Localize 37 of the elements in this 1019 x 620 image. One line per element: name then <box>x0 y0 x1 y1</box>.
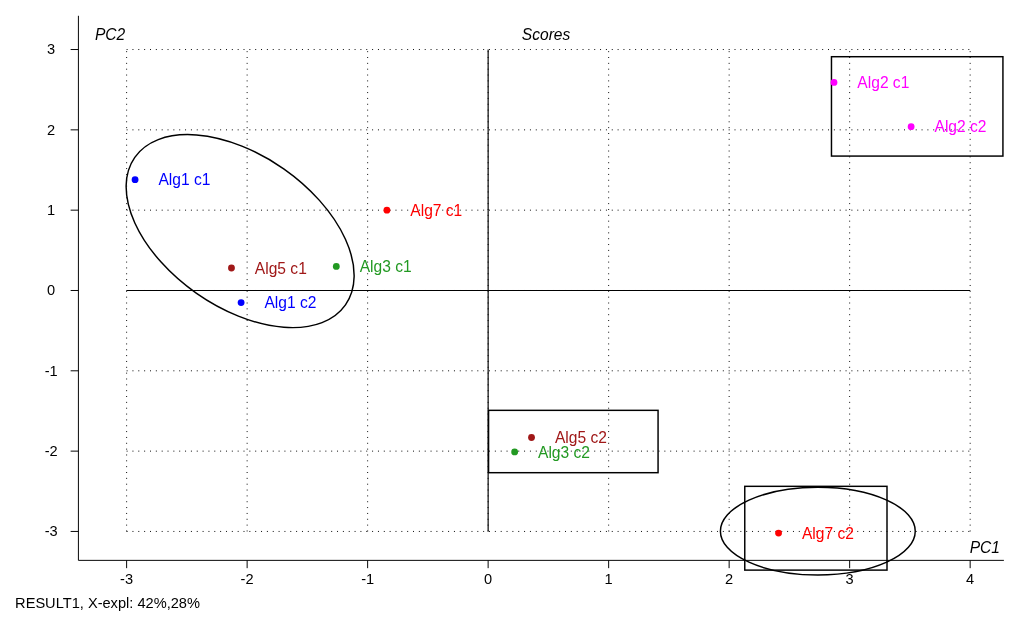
x-tick-label: -3 <box>120 570 134 587</box>
point <box>383 206 391 214</box>
annotation: Alg1 c2 <box>264 294 317 312</box>
y-tick-label: -3 <box>44 523 58 540</box>
point <box>907 123 915 131</box>
text: RESULT1, X-expl: 42%,28% <box>15 595 200 612</box>
annotation: Alg2 c1 <box>857 74 910 92</box>
point <box>511 448 519 456</box>
x-tick-label: 0 <box>484 570 493 587</box>
x-tick-label: 3 <box>845 570 854 587</box>
y-tick-label: -1 <box>44 362 58 379</box>
y-tick-label: 1 <box>47 202 56 219</box>
point <box>237 299 245 306</box>
x-tick-label: 1 <box>604 570 613 587</box>
y-tick-label: 3 <box>47 41 56 58</box>
y-tick-label: 0 <box>47 282 56 299</box>
x-axis-title: PC1 <box>969 538 1001 556</box>
annotation: Alg3 c1 <box>359 258 412 276</box>
x-tick-label: 2 <box>725 570 734 587</box>
point <box>830 79 838 86</box>
annotation: Alg7 c1 <box>410 202 463 220</box>
point <box>131 176 139 184</box>
annotation: Alg1 c1 <box>158 171 211 189</box>
x-tick-label: 4 <box>966 570 975 587</box>
y-tick-label: 2 <box>47 121 56 138</box>
point <box>228 264 235 272</box>
text: Scores <box>521 26 571 44</box>
annotation: Alg5 c1 <box>254 259 307 277</box>
x-tick-label: -1 <box>361 570 375 587</box>
point <box>332 262 340 270</box>
point <box>775 529 782 537</box>
x-tick-label: -2 <box>240 570 254 587</box>
annotation: Alg7 c2 <box>801 524 854 542</box>
point <box>528 434 535 441</box>
y-axis-title: PC2 <box>94 26 126 44</box>
y-tick-label: -2 <box>44 443 58 459</box>
annotation: Alg2 c2 <box>934 118 987 136</box>
